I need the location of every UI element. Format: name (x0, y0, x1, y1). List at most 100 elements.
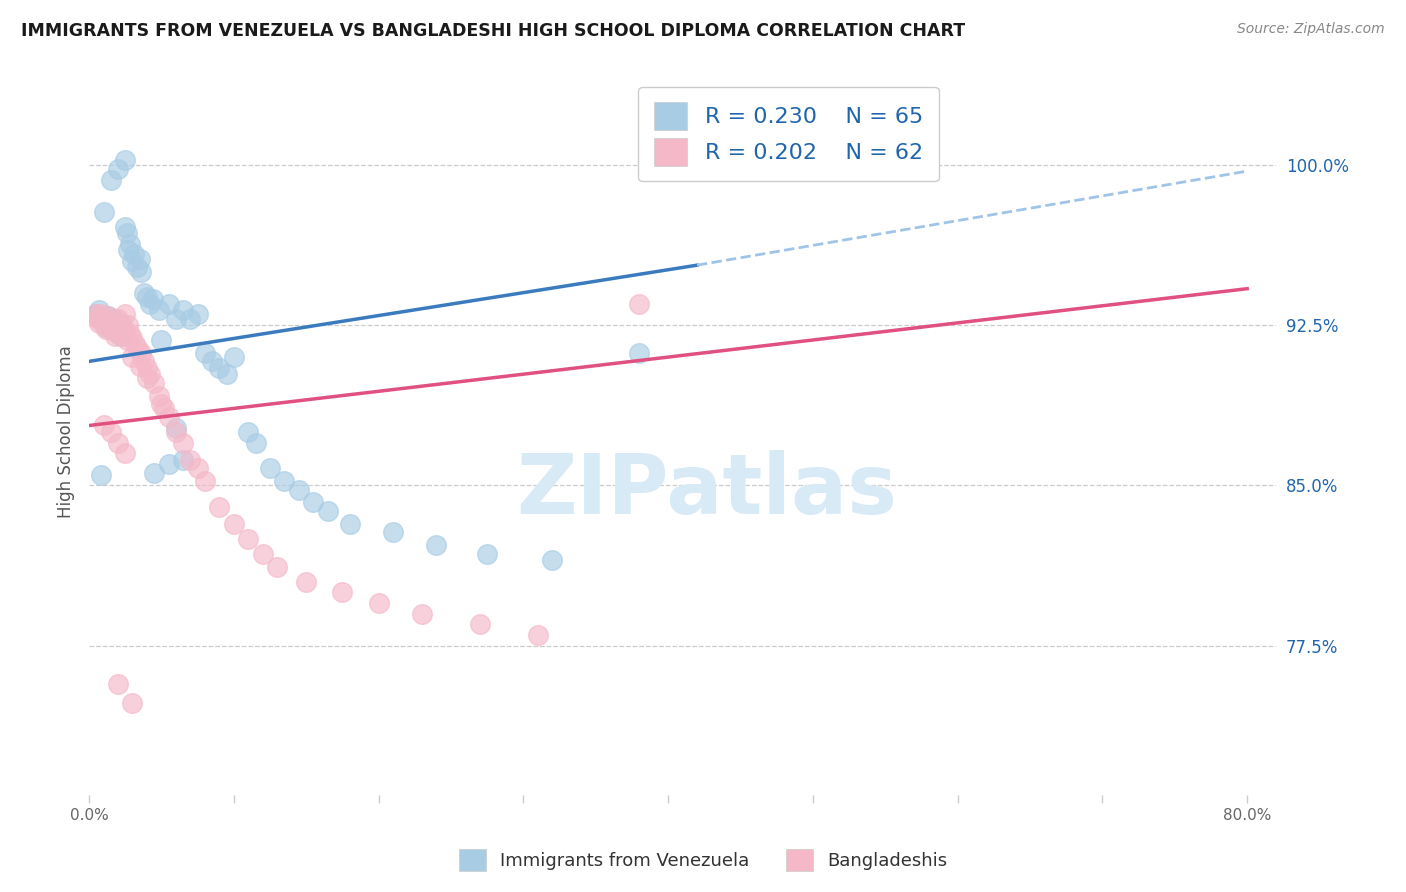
Point (98, 320, 121, 334)
Point (527, 628, 550, 642)
Point (107, 677, 129, 691)
Point (339, 516, 361, 531)
Point (245, 435, 267, 450)
Point (136, 290, 159, 304)
Point (121, 350, 143, 364)
Point (89, 316, 111, 330)
Point (165, 311, 187, 326)
Point (129, 264, 152, 278)
Point (295, 574, 318, 589)
Point (98, 314, 121, 328)
Point (93, 418, 115, 433)
Point (475, 547, 498, 561)
Point (94, 318, 117, 332)
Point (143, 376, 166, 390)
Point (124, 337, 146, 351)
Legend: R = 0.230    N = 65, R = 0.202    N = 62: R = 0.230 N = 65, R = 0.202 N = 62 (638, 87, 939, 181)
Point (93, 316, 115, 330)
Point (111, 318, 134, 332)
Point (172, 435, 194, 450)
Point (111, 328, 134, 343)
Point (108, 316, 131, 330)
Point (91, 311, 114, 326)
Point (107, 161, 129, 176)
Point (114, 446, 136, 460)
Point (165, 425, 187, 439)
Point (97, 310, 120, 324)
Point (103, 311, 125, 326)
Point (252, 547, 274, 561)
Point (139, 296, 162, 310)
Point (150, 397, 173, 411)
Point (128, 252, 150, 266)
Point (100, 316, 122, 330)
Point (96, 320, 118, 334)
Point (411, 607, 433, 621)
Point (132, 354, 155, 368)
Point (93, 318, 115, 332)
Y-axis label: High School Diploma: High School Diploma (58, 345, 75, 518)
Point (332, 585, 354, 599)
Point (91, 311, 114, 326)
Point (194, 346, 217, 360)
Point (136, 371, 159, 385)
Point (157, 409, 180, 424)
Point (117, 244, 139, 258)
Point (425, 538, 447, 552)
Text: ZIPatlas: ZIPatlas (516, 450, 897, 531)
Point (628, 346, 651, 360)
Point (179, 452, 201, 467)
Point (100, 425, 122, 439)
Point (215, 367, 238, 381)
Point (121, 253, 143, 268)
Point (108, 322, 131, 336)
Point (115, 226, 138, 240)
Point (150, 333, 173, 347)
Point (129, 346, 152, 360)
Point (110, 320, 132, 334)
Point (118, 236, 141, 251)
Point (468, 617, 491, 632)
Point (100, 172, 122, 186)
Point (115, 333, 138, 347)
Point (94, 314, 117, 328)
Point (208, 360, 231, 375)
Legend: Immigrants from Venezuela, Bangladeshis: Immigrants from Venezuela, Bangladeshis (451, 842, 955, 879)
Point (105, 325, 128, 339)
Point (222, 350, 245, 364)
Point (107, 435, 129, 450)
Point (302, 495, 325, 509)
Point (187, 461, 209, 475)
Point (316, 504, 339, 518)
Point (238, 532, 260, 546)
Point (112, 325, 135, 339)
Point (127, 342, 149, 356)
Point (165, 420, 187, 434)
Point (107, 311, 129, 326)
Point (179, 311, 201, 326)
Point (128, 359, 150, 373)
Point (132, 285, 155, 300)
Point (143, 466, 166, 480)
Point (84, 307, 107, 321)
Point (114, 153, 136, 168)
Point (107, 326, 129, 341)
Point (122, 247, 145, 261)
Point (139, 367, 162, 381)
Point (104, 320, 127, 334)
Point (238, 425, 260, 439)
Point (201, 354, 224, 368)
Point (136, 360, 159, 375)
Point (142, 293, 165, 307)
Point (125, 260, 148, 275)
Point (382, 525, 405, 540)
Point (148, 388, 170, 402)
Point (93, 204, 115, 219)
Point (101, 316, 124, 330)
Point (628, 296, 651, 310)
Point (117, 318, 139, 332)
Point (273, 474, 295, 488)
Text: IMMIGRANTS FROM VENEZUELA VS BANGLADESHI HIGH SCHOOL DIPLOMA CORRELATION CHART: IMMIGRANTS FROM VENEZUELA VS BANGLADESHI… (21, 22, 965, 40)
Point (187, 307, 209, 321)
Point (100, 322, 122, 336)
